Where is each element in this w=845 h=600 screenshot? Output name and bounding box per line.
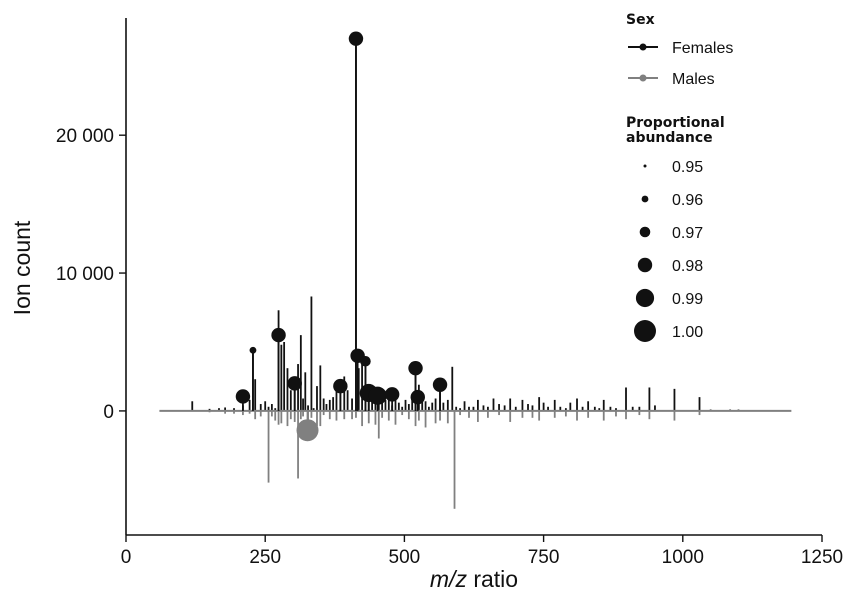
female-abundance-point xyxy=(287,376,302,391)
x-tick-label: 1250 xyxy=(801,547,843,568)
legend-size-label: 0.95 xyxy=(672,159,703,176)
legend-size-title-line1: Proportional xyxy=(626,115,725,131)
x-axis-title-rest: ratio xyxy=(467,566,518,592)
female-abundance-point xyxy=(235,389,251,404)
y-tick-label: 20 000 xyxy=(56,126,114,147)
legend-size-label: 0.97 xyxy=(672,225,703,242)
legend-entry-females: Females xyxy=(628,40,733,57)
legend-size-dot xyxy=(634,320,656,342)
female-abundance-point xyxy=(410,389,425,405)
abundance-points xyxy=(235,31,448,442)
legend-size-dot xyxy=(641,195,649,203)
legend: Sex Females Males Proportional abundance… xyxy=(626,12,733,342)
female-series xyxy=(191,38,740,411)
legend-sex-title: Sex xyxy=(626,12,655,28)
x-tick-label: 250 xyxy=(249,547,281,568)
female-abundance-point xyxy=(360,355,371,367)
y-tick-label: 0 xyxy=(103,402,114,423)
plot-area xyxy=(159,31,792,509)
female-abundance-point xyxy=(368,386,387,405)
x-tick-label: 0 xyxy=(121,547,132,568)
legend-size-label: 0.99 xyxy=(672,291,703,308)
axes: 0 250 500 750 1000 1250 0 10 000 20 000 Ion cou… xyxy=(9,18,843,592)
legend-size-dot xyxy=(639,226,651,238)
x-tick-label: 500 xyxy=(389,547,421,568)
legend-size-title-line2: abundance xyxy=(626,130,713,146)
x-tick-label: 1000 xyxy=(662,547,704,568)
y-tick-label: 10 000 xyxy=(56,264,114,285)
x-tick-label: 750 xyxy=(528,547,560,568)
x-axis-title: m/z ratio xyxy=(430,566,518,592)
legend-size-dot xyxy=(643,164,647,168)
legend-females-label: Females xyxy=(672,40,733,57)
legend-size-label: 1.00 xyxy=(672,324,703,341)
y-axis-title: Ion count xyxy=(9,220,35,315)
female-abundance-point xyxy=(432,377,448,392)
male-series xyxy=(208,410,701,509)
legend-entry-males: Males xyxy=(628,71,715,88)
legend-size-label: 0.96 xyxy=(672,192,703,209)
female-abundance-point xyxy=(249,346,257,354)
female-abundance-point xyxy=(348,31,364,46)
legend-size-dot xyxy=(635,288,655,308)
legend-size-label: 0.98 xyxy=(672,258,703,275)
x-axis-title-italic: m/z xyxy=(430,566,468,592)
x-ticks: 0 250 500 750 1000 1250 xyxy=(121,535,843,568)
female-abundance-point xyxy=(333,378,348,394)
male-abundance-point xyxy=(296,419,319,442)
y-ticks: 0 10 000 20 000 xyxy=(56,126,126,423)
legend-size-dot xyxy=(637,257,653,273)
legend-size-entries: 0.95 0.96 0.97 0.98 0.99 1.00 xyxy=(634,159,703,342)
female-abundance-point xyxy=(408,360,423,376)
legend-females-dot xyxy=(639,43,647,51)
female-abundance-point xyxy=(384,387,400,402)
legend-males-dot xyxy=(639,74,647,82)
legend-males-label: Males xyxy=(672,71,715,88)
female-abundance-point xyxy=(271,327,286,343)
